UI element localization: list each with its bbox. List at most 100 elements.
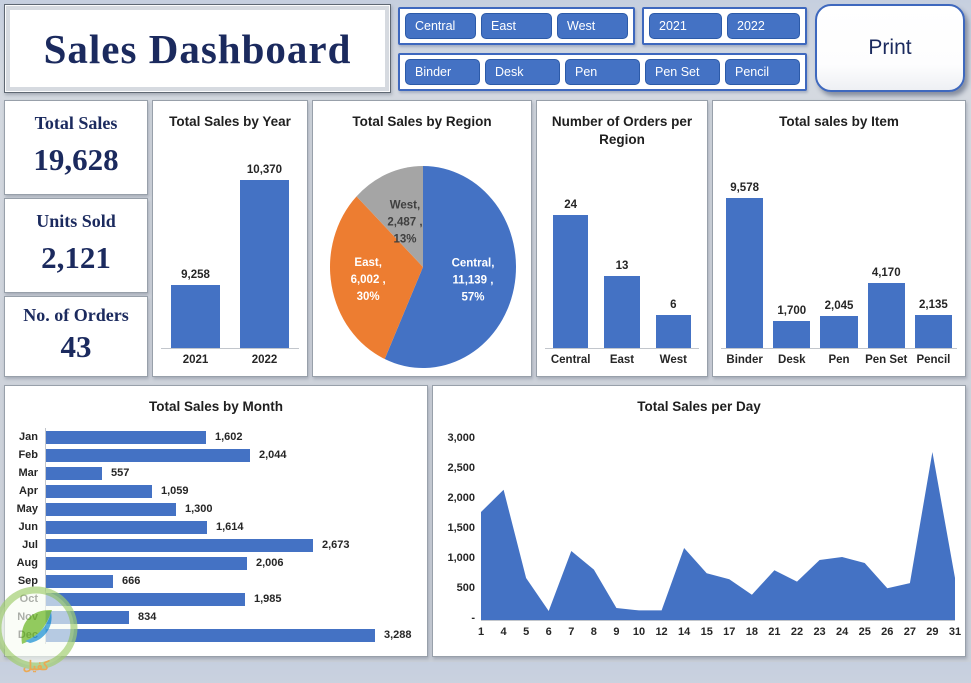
- axis-label-desk: Desk: [778, 354, 806, 366]
- x-tick-22: 22: [790, 626, 804, 638]
- x-tick-1: 1: [477, 626, 485, 638]
- kpi-units-sold: Units Sold 2,121: [4, 198, 148, 293]
- x-tick-23: 23: [813, 626, 826, 638]
- bar-west: 6: [648, 299, 699, 348]
- chart-orders-per-region: Number of Orders per Region 24 13 6 Central…: [536, 100, 708, 377]
- x-tick-9: 9: [613, 626, 620, 638]
- page-title: Sales Dashboard: [43, 25, 352, 72]
- month-row-feb: Feb 2,044: [15, 446, 421, 464]
- slicer-button-2022[interactable]: 2022: [727, 13, 800, 39]
- x-tick-7: 7: [568, 626, 575, 638]
- month-row-sep: Sep 666: [15, 572, 421, 590]
- watermark-text: كفيل: [23, 658, 50, 673]
- chart-title: Total sales by Item: [779, 114, 899, 129]
- bar-2021: 9,258: [161, 269, 230, 348]
- bar-jul: [46, 538, 313, 552]
- slicer-button-east[interactable]: East: [481, 13, 552, 39]
- chart-total-sales-by-item: Total sales by Item 9,578 1,700 2,045 4,170…: [712, 100, 966, 377]
- kpi-number-of-orders: No. of Orders 43: [4, 296, 148, 377]
- bar-binder: 9,578: [721, 182, 768, 348]
- chart-title: Number of Orders per Region: [551, 114, 693, 148]
- bar-desk: 1,700: [768, 305, 815, 348]
- pie-label-east: East, 6,002 , 30%: [351, 257, 386, 303]
- bar-pencil: 2,135: [910, 299, 957, 348]
- x-tick-8: 8: [590, 626, 597, 638]
- pie-label-central: Central, 11,139 , 57%: [452, 258, 495, 304]
- month-row-nov: Nov 834: [15, 608, 421, 626]
- slicer-button-binder[interactable]: Binder: [405, 59, 480, 85]
- pie-slice-central: [384, 166, 516, 368]
- slicer-button-desk[interactable]: Desk: [485, 59, 560, 85]
- month-row-aug: Aug 2,006: [15, 554, 421, 572]
- x-tick-14: 14: [678, 626, 691, 638]
- chart-title: Total Sales per Day: [637, 399, 761, 414]
- x-tick-17: 17: [723, 626, 736, 638]
- kpi-total-sales: Total Sales 19,628: [4, 100, 148, 195]
- slicer-button-pen-set[interactable]: Pen Set: [645, 59, 720, 85]
- y-tick-2,000: 2,000: [447, 492, 475, 504]
- kpi-label: No. of Orders: [23, 305, 129, 325]
- month-row-jan: Jan 1,602: [15, 428, 421, 446]
- y-tick-1,000: 1,000: [447, 552, 475, 564]
- y-tick-500: 500: [456, 582, 475, 594]
- x-tick-29: 29: [926, 626, 939, 638]
- chart-title: Total Sales by Year: [169, 114, 291, 129]
- bar-oct: [46, 592, 245, 606]
- axis-label-2021: 2021: [182, 354, 209, 366]
- x-tick-21: 21: [768, 626, 781, 638]
- kpi-value: 43: [60, 329, 92, 364]
- y-tick-2,500: 2,500: [447, 462, 475, 474]
- bar-central: 24: [545, 199, 596, 348]
- bar-jun: [46, 520, 207, 534]
- month-row-dec: Dec 3,288: [15, 626, 421, 644]
- x-tick-10: 10: [632, 626, 646, 638]
- bar-aug: [46, 556, 247, 570]
- month-row-jun: Jun 1,614: [15, 518, 421, 536]
- x-tick-24: 24: [836, 626, 849, 638]
- x-tick-27: 27: [903, 626, 916, 638]
- bar-east: 13: [596, 260, 647, 348]
- slicer-button-pencil[interactable]: Pencil: [725, 59, 800, 85]
- month-row-mar: Mar 557: [15, 464, 421, 482]
- bar-pen: 2,045: [815, 300, 862, 348]
- bar-may: [46, 502, 176, 516]
- axis-label-pen-set: Pen Set: [865, 354, 908, 366]
- slicer-button-west[interactable]: West: [557, 13, 628, 39]
- bar-apr: [46, 484, 152, 498]
- bar-jan: [46, 430, 206, 444]
- bar-mar: [46, 466, 102, 480]
- x-tick-6: 6: [545, 626, 552, 638]
- axis-label-pen: Pen: [828, 354, 850, 366]
- x-tick-4: 4: [500, 626, 507, 638]
- month-row-may: May 1,300: [15, 500, 421, 518]
- kpi-label: Total Sales: [34, 113, 118, 133]
- y-tick-1,500: 1,500: [447, 522, 475, 534]
- x-tick-26: 26: [881, 626, 894, 638]
- bar-2022: 10,370: [230, 164, 299, 348]
- month-row-jul: Jul 2,673: [15, 536, 421, 554]
- chart-total-sales-per-day: Total Sales per Day 3,000 2,500 2,000 1,500…: [432, 385, 966, 657]
- pie-slice-east: [330, 196, 423, 360]
- item-slicer: Binder Desk Pen Pen Set Pencil: [398, 53, 807, 91]
- axis-label-2022: 2022: [251, 354, 278, 366]
- x-tick-31: 31: [948, 626, 962, 638]
- slicer-button-2021[interactable]: 2021: [649, 13, 722, 39]
- axis-label-east: East: [609, 354, 635, 366]
- slicer-button-pen[interactable]: Pen: [565, 59, 640, 85]
- area-series-total-sales: [481, 452, 955, 620]
- chart-title: Total Sales by Month: [148, 399, 283, 414]
- bar-pen-set: 4,170: [863, 267, 910, 348]
- chart-total-sales-by-region: Total Sales by Region Central, 11,139 , 57…: [312, 100, 532, 377]
- bar-feb: [46, 448, 250, 462]
- axis-label-west: West: [659, 354, 687, 366]
- bar-dec: [46, 628, 375, 642]
- x-axis-line: [481, 620, 955, 621]
- print-button[interactable]: Print: [815, 4, 965, 92]
- y-tick-3,000: 3,000: [447, 432, 475, 444]
- month-row-oct: Oct 1,985: [15, 590, 421, 608]
- x-tick-12: 12: [655, 626, 668, 638]
- month-row-apr: Apr 1,059: [15, 482, 421, 500]
- x-tick-18: 18: [745, 626, 758, 638]
- chart-total-sales-by-year: Total Sales by Year 9,258 10,370 2021 2022: [152, 100, 308, 377]
- slicer-button-central[interactable]: Central: [405, 13, 476, 39]
